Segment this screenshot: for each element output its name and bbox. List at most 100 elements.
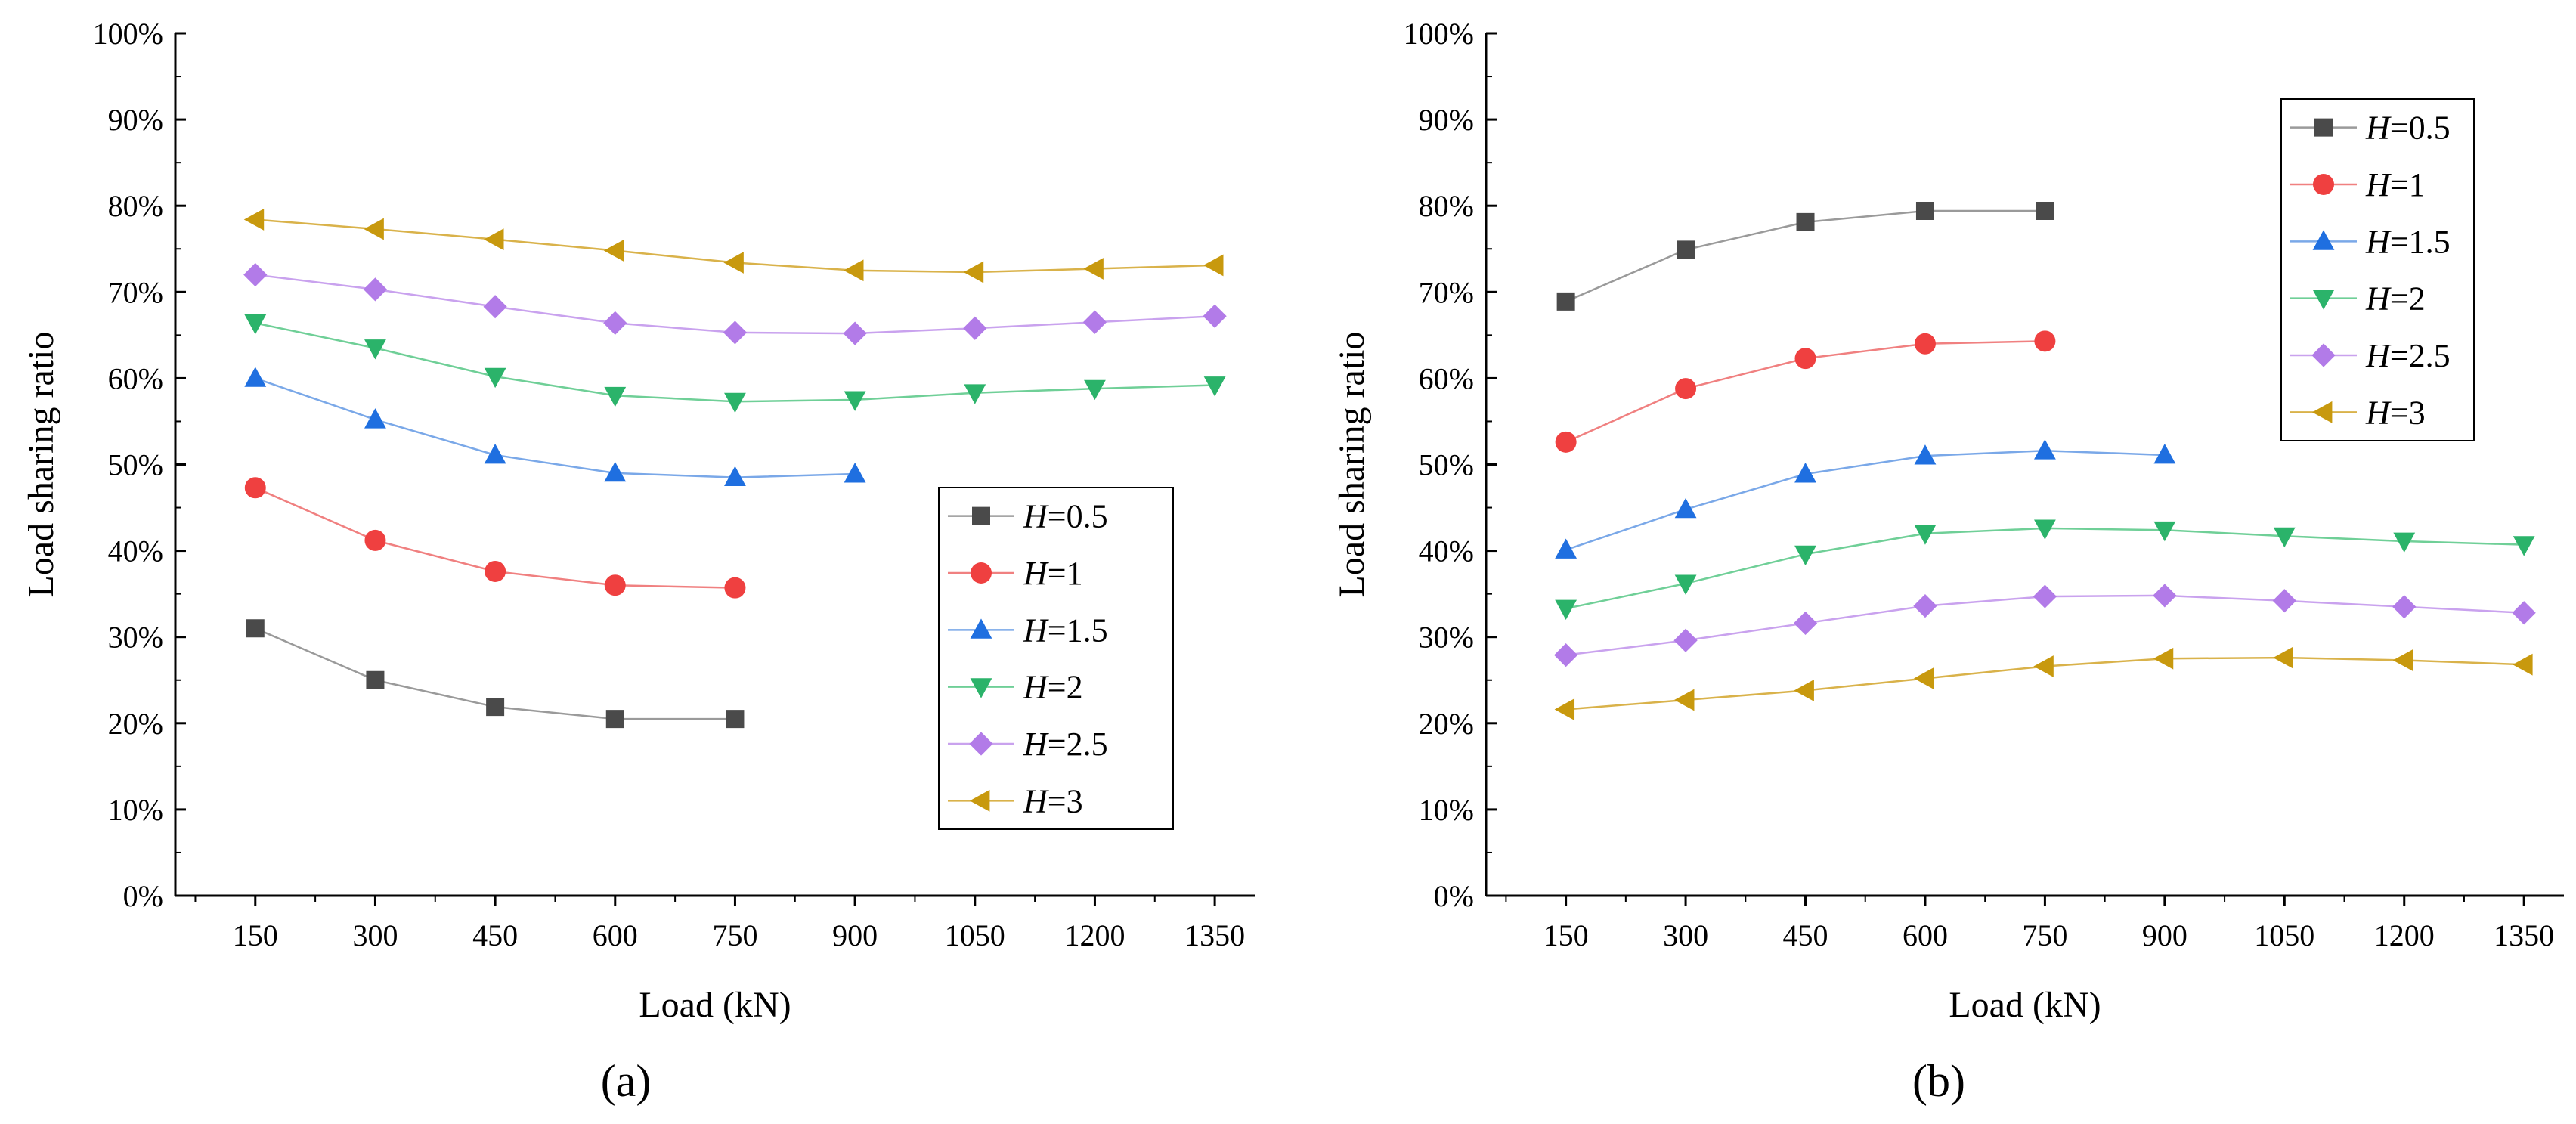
legend-label: H=2.5 bbox=[2365, 337, 2451, 374]
data-point bbox=[1915, 202, 1934, 221]
legend-label-symbol: H bbox=[1023, 782, 1049, 819]
data-point bbox=[1203, 304, 1227, 328]
data-point bbox=[2393, 532, 2416, 553]
data-point bbox=[1673, 628, 1698, 652]
data-point bbox=[246, 619, 265, 638]
x-tick-label: 300 bbox=[352, 918, 398, 952]
legend-label: H=0.5 bbox=[1023, 498, 1108, 535]
y-tick-label: 100% bbox=[1404, 17, 1474, 51]
data-point bbox=[963, 261, 984, 283]
data-point bbox=[483, 295, 507, 319]
data-point bbox=[2392, 595, 2417, 619]
data-point bbox=[1913, 594, 1937, 618]
data-point bbox=[243, 209, 265, 231]
data-point bbox=[2034, 330, 2056, 352]
data-point bbox=[2513, 653, 2533, 676]
legend-box bbox=[938, 487, 1174, 830]
y-tick-label: 60% bbox=[108, 361, 163, 395]
data-point bbox=[2273, 646, 2293, 669]
data-point bbox=[244, 314, 267, 335]
data-point bbox=[2153, 443, 2176, 464]
data-point bbox=[1794, 348, 1816, 370]
x-tick-label: 150 bbox=[1543, 918, 1589, 952]
series-5 bbox=[243, 209, 1224, 283]
data-point bbox=[604, 461, 627, 482]
y-tick-label: 30% bbox=[108, 621, 163, 655]
legend: H=0.5H=1H=1.5H=2H=2.5H=3 bbox=[2280, 98, 2475, 441]
y-tick-label: 80% bbox=[1419, 189, 1474, 223]
x-tick-label: 900 bbox=[832, 918, 878, 952]
data-point bbox=[605, 710, 624, 729]
series-line bbox=[255, 377, 856, 478]
data-point bbox=[366, 670, 385, 689]
data-point bbox=[363, 277, 388, 302]
data-point bbox=[244, 477, 266, 499]
data-point bbox=[485, 560, 506, 582]
x-tick-label: 600 bbox=[593, 918, 638, 952]
legend-label-symbol: H bbox=[2365, 110, 2392, 147]
series-5 bbox=[1554, 646, 2533, 720]
legend-label-symbol: H bbox=[2365, 394, 2392, 431]
data-point bbox=[1203, 376, 1226, 397]
x-tick-label: 1350 bbox=[1184, 918, 1245, 952]
data-point bbox=[1913, 667, 1934, 689]
legend-label-symbol: H bbox=[2365, 337, 2392, 374]
legend-marker bbox=[2311, 343, 2336, 367]
data-point bbox=[1555, 599, 1577, 621]
data-point bbox=[1674, 689, 1695, 711]
data-point bbox=[1793, 611, 1818, 636]
data-point bbox=[1554, 698, 1575, 720]
data-point bbox=[244, 367, 267, 387]
x-tick-label: 600 bbox=[1903, 918, 1948, 952]
chart-panel-b: 0% 10% 20% 30% 40% 50% 60% 70% 80% 90% 100% 150 300 4… bbox=[1332, 17, 2564, 1025]
y-tick-label: 30% bbox=[1419, 621, 1474, 655]
data-point bbox=[2273, 527, 2296, 548]
legend-label-symbol: H bbox=[2365, 166, 2392, 203]
data-point bbox=[844, 391, 866, 411]
data-point bbox=[2033, 584, 2057, 608]
data-point bbox=[1082, 310, 1107, 334]
legend-label: H=1.5 bbox=[1023, 612, 1108, 649]
x-tick-label: 1200 bbox=[1064, 918, 1125, 952]
x-axis-title: Load (kN) bbox=[639, 985, 791, 1025]
y-tick-label: 40% bbox=[1419, 534, 1474, 568]
data-point bbox=[1675, 378, 1697, 400]
legend-label-value: =2 bbox=[2390, 280, 2426, 317]
legend-label: H=1 bbox=[2365, 166, 2426, 203]
legend-label-symbol: H bbox=[1023, 498, 1049, 535]
data-point bbox=[964, 384, 986, 404]
y-tick-label: 60% bbox=[1419, 361, 1474, 395]
y-axis-title: Load sharing ratio bbox=[1332, 332, 1372, 598]
legend-label: H=3 bbox=[2365, 394, 2426, 431]
y-tick-label: 40% bbox=[108, 534, 163, 568]
data-point bbox=[2034, 519, 2056, 540]
series-4 bbox=[243, 262, 1227, 345]
data-point bbox=[2034, 439, 2056, 460]
legend-label: H=2 bbox=[1023, 669, 1083, 706]
legend-label: H=3 bbox=[1023, 782, 1083, 819]
data-point bbox=[1555, 431, 1577, 453]
data-point bbox=[723, 252, 744, 274]
data-point bbox=[1084, 379, 1106, 401]
data-point bbox=[364, 218, 384, 240]
series-1 bbox=[1555, 330, 2056, 453]
legend-label-symbol: H bbox=[1023, 555, 1049, 592]
data-point bbox=[843, 321, 867, 345]
x-tick-label: 300 bbox=[1663, 918, 1708, 952]
data-point bbox=[486, 698, 505, 717]
series-3 bbox=[1555, 519, 2535, 621]
legend-label: H=0.5 bbox=[2365, 110, 2451, 147]
y-tick-label: 10% bbox=[1419, 793, 1474, 827]
data-point bbox=[484, 443, 506, 464]
legend-marker bbox=[2312, 401, 2333, 423]
legend-marker bbox=[970, 789, 990, 812]
data-point bbox=[2033, 655, 2054, 677]
legend-label: H=2.5 bbox=[1023, 726, 1108, 763]
data-point bbox=[243, 262, 268, 287]
legend-label-value: =3 bbox=[2390, 394, 2426, 431]
legend-label-value: =1 bbox=[2390, 166, 2426, 203]
legend-marker bbox=[970, 678, 992, 698]
data-point bbox=[604, 386, 627, 407]
x-axis-title: Load (kN) bbox=[1949, 985, 2101, 1025]
